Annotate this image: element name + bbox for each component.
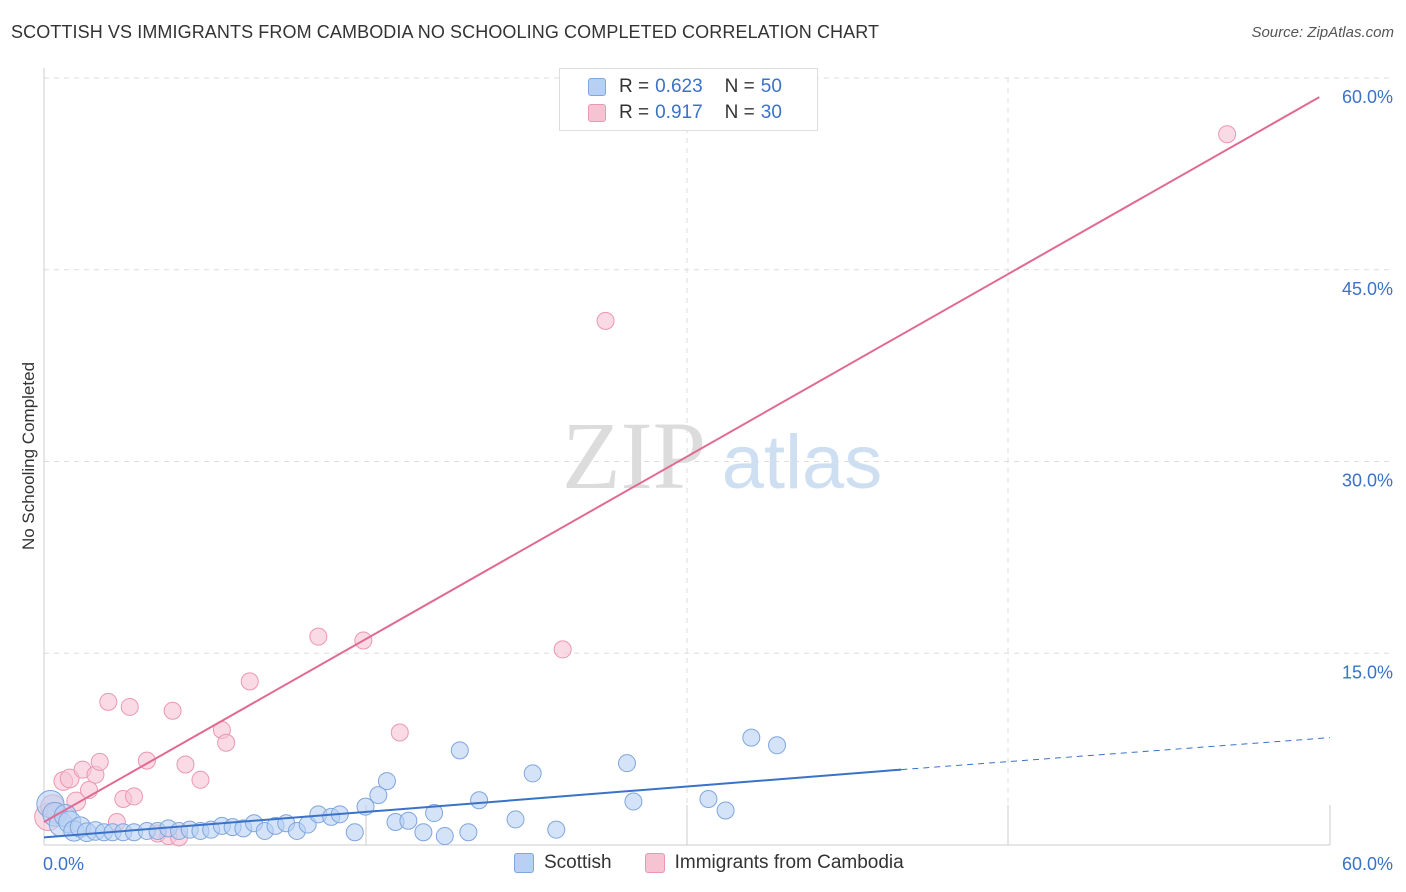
point-scottish: [425, 804, 444, 823]
legend-r-label: R =: [619, 102, 650, 123]
point-cambodia: [240, 672, 259, 691]
point-cambodia: [1218, 125, 1237, 144]
point-cambodia: [120, 697, 139, 716]
chart-title: SCOTTISH VS IMMIGRANTS FROM CAMBODIA NO …: [11, 22, 880, 42]
y-axis-label: No Schooling Completed: [19, 362, 38, 550]
watermark-atlas: atlas: [722, 420, 883, 505]
series-scottish-points: [36, 728, 787, 846]
point-scottish: [716, 801, 735, 820]
point-cambodia: [59, 768, 80, 789]
point-scottish: [506, 810, 525, 829]
point-cambodia: [176, 755, 195, 774]
point-cambodia: [125, 787, 144, 806]
point-cambodia: [163, 701, 182, 720]
trend-line-cambodia: [43, 96, 1320, 823]
watermark-zip: ZIP: [562, 402, 706, 509]
point-cambodia: [596, 311, 615, 330]
point-scottish: [523, 764, 542, 783]
legend-n-label: N =: [724, 102, 755, 123]
legend-swatch-cambodia: [588, 104, 606, 122]
bottom-legend-swatch-cambodia: [644, 853, 665, 873]
point-cambodia: [90, 752, 109, 771]
point-scottish: [624, 792, 643, 811]
y-tick-label: 30.0%: [1342, 471, 1393, 491]
point-scottish: [459, 823, 478, 842]
watermark: ZIP atlas: [562, 402, 882, 509]
bottom-legend: Scottish Immigrants from Cambodia: [514, 852, 937, 874]
grid-lines: [44, 77, 1392, 845]
point-cambodia: [99, 692, 118, 711]
trend-line-scottish: [43, 768, 902, 839]
point-cambodia: [553, 640, 572, 659]
point-scottish: [617, 754, 636, 773]
legend-n-value: 50: [760, 76, 782, 97]
point-scottish: [470, 791, 489, 810]
point-cambodia: [191, 770, 210, 789]
bottom-legend-swatch-scottish: [514, 853, 534, 873]
point-scottish: [435, 827, 454, 846]
x-tick-label: 0.0%: [43, 854, 84, 874]
source-label: Source: ZipAtlas.com: [1251, 24, 1394, 41]
bottom-legend-label-scottish: Scottish: [544, 852, 612, 873]
point-scottish: [450, 741, 469, 760]
legend-r-value: 0.623: [655, 76, 703, 97]
point-scottish: [768, 736, 787, 755]
legend-n-label: N =: [724, 76, 755, 97]
point-scottish: [377, 772, 396, 791]
point-scottish: [345, 823, 364, 842]
bottom-legend-label-cambodia: Immigrants from Cambodia: [674, 852, 904, 873]
legend-r-value: 0.917: [655, 102, 703, 123]
bottom-legend-scottish: Scottish: [514, 852, 612, 874]
y-tick-label: 15.0%: [1342, 662, 1393, 682]
y-tick-label: 60.0%: [1342, 87, 1393, 107]
x-tick-label: 60.0%: [1342, 854, 1393, 874]
point-scottish: [699, 789, 718, 808]
bottom-legend-cambodia: Immigrants from Cambodia: [644, 852, 904, 874]
point-cambodia: [390, 723, 409, 742]
point-scottish: [369, 786, 388, 805]
legend: R = 0.623 N = 50 R = 0.917 N = 30: [559, 68, 818, 131]
tick-labels: 15.0% 30.0% 45.0% 60.0% 0.0% 60.0%: [43, 87, 1393, 874]
trend-lines: [43, 96, 1331, 839]
point-cambodia: [309, 627, 328, 646]
trend-line-scottish-extension: [901, 737, 1331, 771]
y-tick-label: 45.0%: [1342, 279, 1393, 299]
point-scottish: [399, 811, 418, 830]
point-cambodia: [217, 733, 236, 752]
legend-r-label: R =: [619, 76, 650, 97]
point-scottish: [547, 820, 566, 839]
legend-n-value: 30: [760, 102, 782, 123]
legend-swatch-scottish: [588, 78, 606, 96]
point-scottish: [414, 823, 433, 842]
legend-row-cambodia: R = 0.917 N = 30: [588, 101, 782, 125]
legend-row-scottish: R = 0.623 N = 50: [588, 75, 782, 99]
point-scottish: [742, 728, 761, 747]
